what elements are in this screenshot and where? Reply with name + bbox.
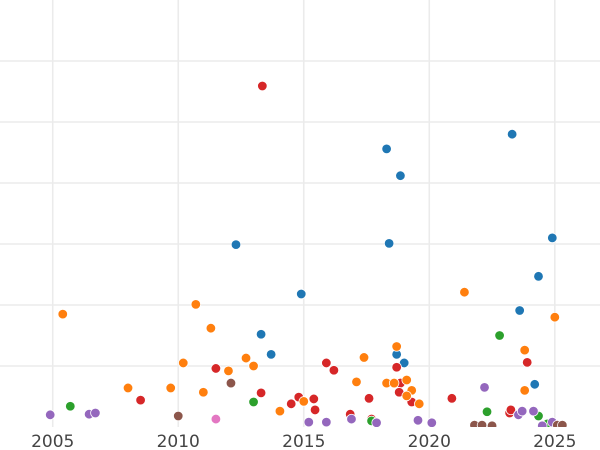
data-point	[286, 398, 297, 410]
data-point	[210, 363, 222, 374]
grid	[0, 0, 600, 427]
x-tick-label: 2010	[157, 432, 200, 450]
data-point	[45, 409, 56, 421]
data-point	[414, 398, 425, 410]
data-point	[135, 394, 146, 406]
data-point	[476, 419, 488, 427]
data-point	[401, 374, 412, 386]
data-point	[529, 379, 540, 390]
data-point	[533, 271, 544, 282]
data-point	[351, 376, 362, 388]
data-point	[505, 404, 517, 416]
data-point	[514, 305, 525, 316]
data-point	[391, 341, 402, 352]
data-point	[248, 360, 259, 372]
data-point	[122, 382, 134, 394]
data-point	[459, 286, 470, 298]
data-points	[45, 80, 568, 427]
data-point	[173, 410, 184, 422]
data-point	[309, 404, 321, 416]
data-point	[308, 393, 320, 405]
data-point	[240, 352, 252, 364]
x-tick-label: 2020	[408, 432, 451, 450]
data-point	[255, 329, 267, 340]
data-point	[346, 413, 357, 425]
data-point	[519, 385, 530, 396]
data-point	[537, 420, 548, 427]
data-point	[257, 80, 268, 92]
x-tick-label: 2025	[533, 432, 576, 450]
data-point	[381, 143, 392, 155]
data-point	[296, 288, 307, 300]
data-point	[519, 344, 530, 356]
data-point	[65, 401, 76, 412]
data-point	[321, 416, 332, 427]
series-6	[210, 413, 222, 425]
data-point	[265, 349, 277, 360]
data-point	[506, 128, 518, 140]
data-point	[486, 420, 498, 427]
data-point	[225, 377, 237, 389]
data-point	[230, 239, 242, 250]
data-point	[516, 405, 528, 417]
data-point	[481, 406, 493, 417]
x-axis-ticks: 2005 2010 2015 2020 2025	[31, 432, 576, 450]
x-tick-label: 2005	[31, 432, 74, 450]
series-3	[65, 330, 553, 427]
data-point	[557, 419, 568, 427]
data-point	[391, 362, 402, 373]
data-point	[165, 382, 176, 394]
data-point	[210, 413, 222, 425]
x-tick-label: 2015	[282, 432, 325, 450]
data-point	[274, 405, 286, 417]
data-point	[371, 417, 382, 427]
series-5	[173, 377, 568, 427]
data-point	[198, 387, 209, 398]
data-point	[190, 299, 202, 310]
data-point	[528, 405, 539, 417]
data-point	[205, 322, 217, 334]
data-point	[223, 365, 234, 377]
data-point	[248, 396, 259, 408]
data-point	[547, 232, 558, 244]
data-point	[549, 312, 561, 323]
data-point	[363, 393, 375, 404]
data-point	[426, 417, 437, 427]
data-point	[57, 308, 68, 320]
data-point	[178, 357, 189, 369]
data-point	[479, 382, 490, 393]
series-2	[57, 286, 561, 417]
data-point	[494, 330, 505, 341]
series-0	[230, 128, 558, 390]
data-point	[303, 416, 314, 427]
data-point	[446, 393, 458, 404]
data-point	[401, 390, 412, 402]
data-point	[395, 170, 406, 181]
data-point	[255, 387, 267, 399]
data-point	[328, 365, 340, 376]
data-point	[321, 357, 332, 369]
data-point	[388, 377, 400, 389]
data-point	[383, 238, 395, 249]
data-point	[90, 407, 101, 419]
data-point	[358, 352, 370, 363]
data-point	[521, 357, 533, 368]
series-1	[135, 80, 533, 425]
data-point	[412, 415, 424, 426]
data-point	[298, 396, 309, 407]
